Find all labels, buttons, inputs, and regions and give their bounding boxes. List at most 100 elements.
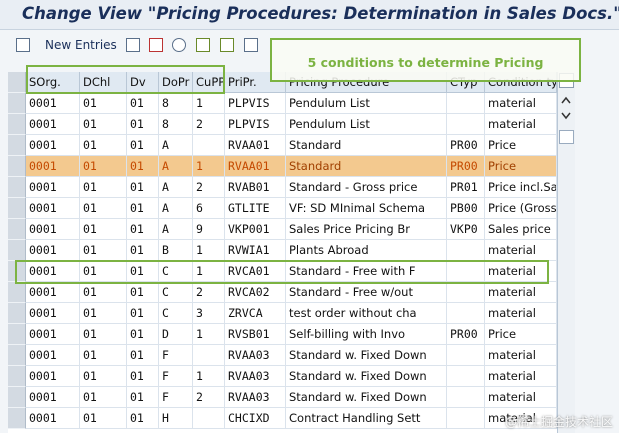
row-selector[interactable] bbox=[8, 387, 26, 408]
table-cell: C bbox=[159, 282, 193, 303]
table-cell: VKP001 bbox=[225, 219, 286, 240]
row-selector[interactable] bbox=[8, 366, 26, 387]
row-selector[interactable] bbox=[8, 198, 26, 219]
table-cell: PR00 bbox=[447, 135, 485, 156]
deselect-icon[interactable] bbox=[244, 38, 258, 52]
header-corner bbox=[8, 72, 26, 93]
table-cell: 0001 bbox=[26, 324, 80, 345]
table-cell: Pendulum List bbox=[286, 114, 447, 135]
table-cell: 0001 bbox=[26, 114, 80, 135]
table-cell: 01 bbox=[127, 366, 159, 387]
table-cell: material bbox=[485, 408, 557, 429]
table-cell: Price bbox=[485, 156, 557, 177]
table-cell bbox=[193, 135, 225, 156]
column-header[interactable]: Dv bbox=[127, 72, 159, 93]
table-cell: material bbox=[485, 303, 557, 324]
table-cell: 01 bbox=[80, 345, 127, 366]
table-cell: Standard - Free w/out bbox=[286, 282, 447, 303]
row-selector[interactable] bbox=[8, 156, 26, 177]
table-cell: 0001 bbox=[26, 261, 80, 282]
table-cell: 1 bbox=[193, 324, 225, 345]
table-cell: 01 bbox=[127, 387, 159, 408]
table-cell: material bbox=[485, 387, 557, 408]
table-cell: 0001 bbox=[26, 408, 80, 429]
table-cell: 01 bbox=[127, 408, 159, 429]
row-selector[interactable] bbox=[8, 282, 26, 303]
new-entries-button[interactable]: New Entries bbox=[45, 38, 117, 52]
table-cell: Sales Price Pricing Br bbox=[286, 219, 447, 240]
table-cell bbox=[447, 93, 485, 114]
table-cell: C bbox=[159, 261, 193, 282]
scroll-down[interactable] bbox=[561, 112, 571, 120]
table-cell: 2 bbox=[193, 282, 225, 303]
table-cell: Standard bbox=[286, 156, 447, 177]
row-selector[interactable] bbox=[8, 408, 26, 429]
table-cell: 01 bbox=[80, 387, 127, 408]
select-all-icon[interactable] bbox=[196, 38, 210, 52]
row-selector[interactable] bbox=[8, 135, 26, 156]
table-cell: 3 bbox=[193, 303, 225, 324]
table-cell bbox=[447, 261, 485, 282]
table-cell: 0001 bbox=[26, 93, 80, 114]
row-selector[interactable] bbox=[8, 93, 26, 114]
table-cell: 01 bbox=[127, 198, 159, 219]
row-selector[interactable] bbox=[8, 261, 26, 282]
table-cell: material bbox=[485, 282, 557, 303]
table-cell: VF: SD MInimal Schema bbox=[286, 198, 447, 219]
table-cell: A bbox=[159, 135, 193, 156]
table-cell: PB00 bbox=[447, 198, 485, 219]
table-cell: 01 bbox=[127, 345, 159, 366]
table-cell: 01 bbox=[80, 282, 127, 303]
undo-icon[interactable] bbox=[172, 38, 186, 52]
select-block-icon[interactable] bbox=[220, 38, 234, 52]
table-cell bbox=[447, 114, 485, 135]
copy-icon[interactable] bbox=[126, 38, 140, 52]
table-cell: RVAA03 bbox=[225, 345, 286, 366]
row-selector[interactable] bbox=[8, 219, 26, 240]
table-cell: Standard - Gross price bbox=[286, 177, 447, 198]
edit-icon[interactable] bbox=[16, 38, 30, 52]
scrollbar[interactable] bbox=[557, 72, 575, 433]
table-cell: 01 bbox=[80, 114, 127, 135]
table-cell: 0001 bbox=[26, 240, 80, 261]
table-cell: RVCA01 bbox=[225, 261, 286, 282]
table-cell: RVAA01 bbox=[225, 156, 286, 177]
table-cell: H bbox=[159, 408, 193, 429]
table-cell: 01 bbox=[80, 303, 127, 324]
row-selector[interactable] bbox=[8, 177, 26, 198]
table-cell: test order without cha bbox=[286, 303, 447, 324]
table-cell: 01 bbox=[80, 219, 127, 240]
row-selector[interactable] bbox=[8, 303, 26, 324]
table-cell: Price bbox=[485, 135, 557, 156]
row-selector[interactable] bbox=[8, 240, 26, 261]
delete-icon[interactable] bbox=[149, 38, 163, 52]
table-cell: 6 bbox=[193, 198, 225, 219]
row-selector[interactable] bbox=[8, 345, 26, 366]
row-selector[interactable] bbox=[8, 324, 26, 345]
table-cell: A bbox=[159, 156, 193, 177]
scroll-up[interactable] bbox=[561, 96, 571, 104]
table-cell: 01 bbox=[80, 240, 127, 261]
row-selector[interactable] bbox=[8, 114, 26, 135]
table-cell: 01 bbox=[127, 177, 159, 198]
table-cell: Standard w. Fixed Down bbox=[286, 345, 447, 366]
table-cell bbox=[193, 408, 225, 429]
table-cell: Self-billing with Invo bbox=[286, 324, 447, 345]
table-cell: Plants Abroad bbox=[286, 240, 447, 261]
table-cell: 01 bbox=[80, 324, 127, 345]
table-cell: 01 bbox=[127, 156, 159, 177]
table-cell: 01 bbox=[80, 135, 127, 156]
table-cell: RVAA01 bbox=[225, 135, 286, 156]
table-cell: PR01 bbox=[447, 177, 485, 198]
table-cell: RVCA02 bbox=[225, 282, 286, 303]
table-cell: Standard bbox=[286, 135, 447, 156]
table-cell: ZRVCA bbox=[225, 303, 286, 324]
scroll-thumb[interactable] bbox=[559, 130, 574, 144]
table-cell: material bbox=[485, 114, 557, 135]
table-cell: 1 bbox=[193, 366, 225, 387]
column-header[interactable]: DoPr bbox=[159, 72, 193, 93]
table-cell: material bbox=[485, 261, 557, 282]
table-cell: RVWIA1 bbox=[225, 240, 286, 261]
